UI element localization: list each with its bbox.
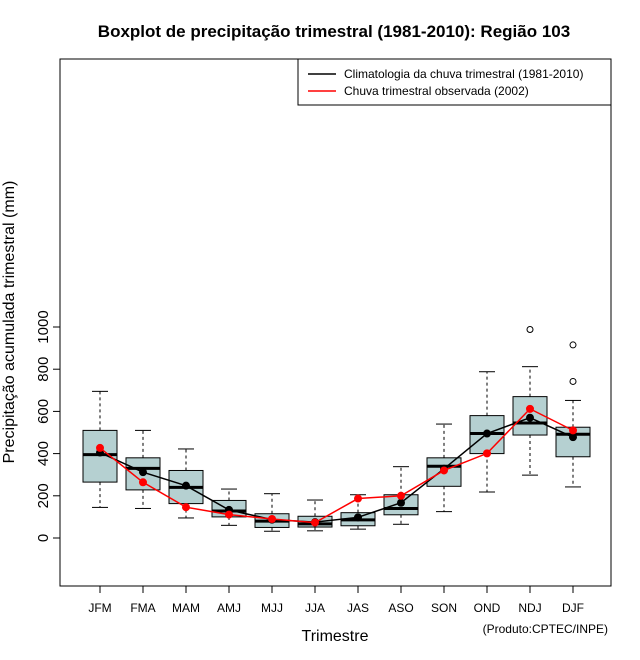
y-axis-label: Precipitação acumulada trimestral (mm): [1, 181, 18, 464]
point-observada-fma: [139, 478, 147, 487]
point-climatologia-aso: [397, 498, 405, 507]
point-observada-son: [440, 466, 448, 475]
x-axis-label: Trimestre: [302, 628, 369, 645]
point-observada-amj: [225, 510, 233, 519]
plot-area: 0 200 400 600 800 1000 JFM FMA MAM AMJ MJJ JJA JAS AS…: [35, 310, 591, 615]
y-tick-label-1000: 1000: [35, 310, 52, 343]
x-tick-label-ndj: NDJ: [518, 601, 541, 615]
point-observada-ond: [483, 449, 491, 458]
x-tick-label-jas: JAS: [347, 601, 369, 615]
x-tick-label-djf: DJF: [562, 601, 584, 615]
y-tick-label-600: 600: [35, 399, 52, 424]
point-climatologia-fma: [139, 468, 147, 477]
point-observada-ndj: [526, 404, 534, 413]
point-observada-jja: [311, 518, 319, 527]
outlier-ndj-0: [526, 326, 534, 334]
x-tick-label-son: SON: [431, 601, 457, 615]
point-climatologia-jas: [354, 513, 362, 522]
point-climatologia-ond: [483, 429, 491, 438]
x-tick-label-aso: ASO: [388, 601, 413, 615]
y-tick-label-400: 400: [35, 441, 52, 466]
point-observada-jfm: [96, 443, 104, 452]
legend-label-climatologia: Climatologia da chuva trimestral (1981-2…: [344, 67, 583, 81]
point-climatologia-ndj: [526, 413, 534, 422]
series-line-observada: [99, 407, 574, 524]
x-tick-label-mjj: MJJ: [261, 601, 283, 615]
credit-text: (Produto:CPTEC/INPE): [483, 622, 608, 636]
outlier-djf-0: [569, 377, 577, 385]
x-tick-label-mam: MAM: [172, 601, 200, 615]
y-tick-label-800: 800: [35, 357, 52, 382]
point-climatologia-djf: [569, 433, 577, 442]
outlier-djf-1: [569, 341, 577, 349]
legend: Climatologia da chuva trimestral (1981-2…: [297, 58, 612, 106]
point-observada-aso: [397, 491, 405, 500]
point-observada-mjj: [268, 515, 276, 524]
legend-box: [297, 58, 612, 106]
x-tick-label-fma: FMA: [130, 601, 155, 615]
point-observada-mam: [182, 503, 190, 512]
point-observada-jas: [354, 494, 362, 503]
y-tick-label-0: 0: [35, 534, 52, 542]
x-tick-label-jja: JJA: [305, 601, 325, 615]
y-tick-label-200: 200: [35, 483, 52, 508]
series-line-climatologia: [99, 416, 574, 523]
point-observada-djf: [569, 426, 577, 435]
legend-label-observada: Chuva trimestral observada (2002): [344, 84, 529, 98]
x-tick-label-amj: AMJ: [217, 601, 241, 615]
point-climatologia-mam: [182, 481, 190, 490]
x-tick-label-jfm: JFM: [88, 601, 111, 615]
x-tick-label-ond: OND: [474, 601, 501, 615]
chart-title: Boxplot de precipitação trimestral (1981…: [98, 22, 570, 41]
